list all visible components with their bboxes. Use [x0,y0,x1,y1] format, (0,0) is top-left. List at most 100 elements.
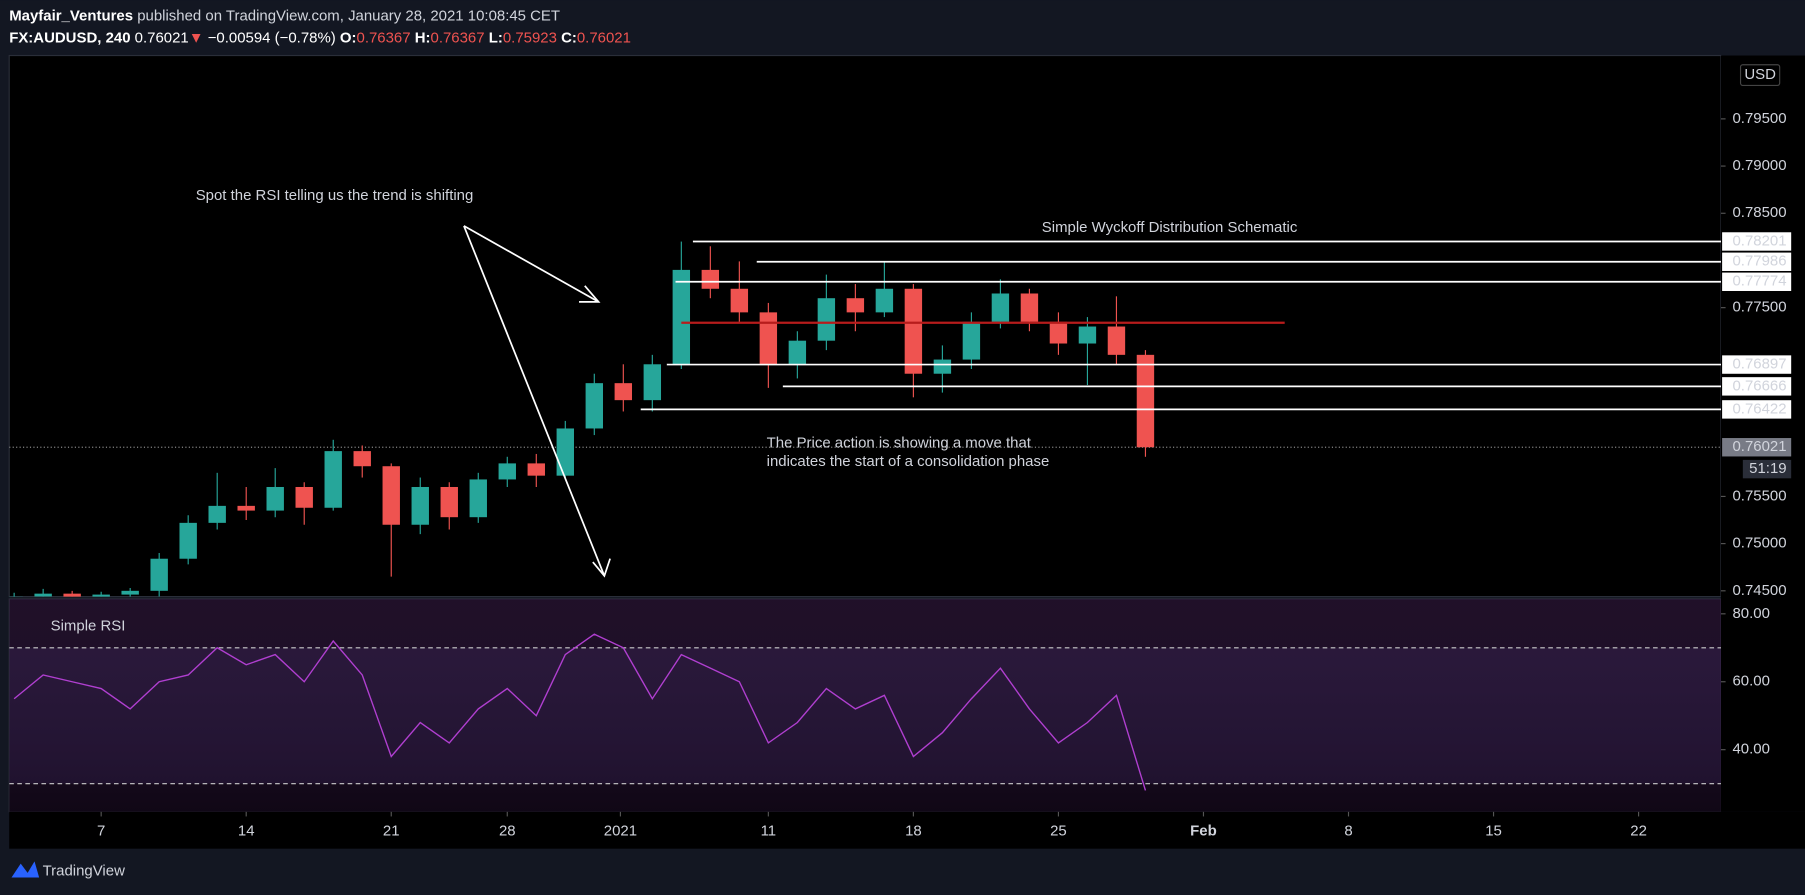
symbol: FX:AUDUSD, 240 [9,29,130,46]
logo [11,861,40,878]
candle-body [701,269,720,289]
candle-body [237,505,255,511]
price-pane [8,54,1722,598]
high: 0.76367 [431,29,485,46]
annotation: The Price action is showing a move that [767,434,1032,451]
candle-body [179,522,197,559]
currency: USD [1744,66,1776,83]
y-tick-label: 80.00 [1732,605,1769,622]
candle-body [991,293,1010,322]
candle-body [527,463,545,476]
candle-body [614,383,633,401]
x-tick-label: Feb [1190,822,1217,839]
rsi-line [13,633,1147,791]
last-price-label: 0.76021 [1732,438,1786,455]
candle-body [440,486,458,518]
candle-body [556,428,574,476]
x-tick-label: 11 [761,822,777,839]
candle-body [324,451,342,508]
level-label: 0.77986 [1732,253,1786,270]
candle-body [585,383,604,429]
y-tick-label: 0.78500 [1732,204,1786,221]
brand: TradingView [43,863,125,880]
candle-body [411,486,429,525]
candle-body [353,451,371,467]
time-scale [9,811,1805,849]
header-line-2: FX:AUDUSD, 240 0.76021▼ −0.00594 (−0.78%… [9,29,631,46]
low-label: L: [489,29,503,46]
y-tick-label: 0.75000 [1732,535,1786,552]
high-label: H: [415,29,431,46]
candle-body [1107,326,1126,355]
open: 0.76367 [357,29,411,46]
change: −0.00594 (−0.78%) [208,29,336,46]
candle-body [1078,326,1097,344]
header-line-1: Mayfair_Ventures published on TradingVie… [9,7,560,24]
x-tick-label: 8 [1344,822,1352,839]
x-tick-label: 28 [499,822,516,839]
close: 0.76021 [577,29,631,46]
x-tick-label: 2021 [604,822,637,839]
candle-body [1136,354,1155,448]
candle-body [875,288,894,313]
author: Mayfair_Ventures [9,7,133,24]
axes: 7 14 21 28 2021 11 18 25 Feb 8 15 22 0.74500 0.75000 0… [97,110,1792,839]
y-tick-label: 0.74500 [1732,582,1786,599]
level-label-box [1722,252,1792,271]
countdown: 51:19 [1749,460,1786,477]
arrow-head [592,558,611,578]
countdown-box [1742,459,1792,479]
arrow [463,225,600,303]
level-label-box [1722,272,1792,291]
y-tick-label: 60.00 [1732,673,1769,690]
candle-body [759,312,778,365]
y-tick-label: 0.79500 [1732,110,1786,127]
candle-body [1020,293,1039,322]
candle-body [295,486,313,508]
arrow-head [579,285,601,303]
candle-body [121,590,139,595]
candle-body [788,340,807,365]
x-tick-label: 21 [383,822,400,839]
direction: ▼ [189,29,204,46]
candle-body [933,359,952,374]
close-label: C: [561,29,577,46]
annotation: Simple Wyckoff Distribution Schematic [1042,219,1298,236]
price: 0.76021 [135,29,189,46]
candle-body [817,298,836,341]
annotation: indicates the start of a consolidation p… [767,453,1050,470]
x-tick-label: 7 [97,822,105,839]
candle-body [643,364,662,401]
candle-body [382,466,400,525]
x-tick-label: 22 [1630,822,1647,839]
published: published on TradingView.com, January 28… [137,7,560,24]
rsi-layer [9,598,1721,812]
level-label: 0.77774 [1732,273,1786,290]
annotation: Spot the RSI telling us the trend is shi… [196,187,474,204]
level-label: 0.76422 [1732,400,1786,417]
candle-body [266,486,284,511]
y-tick-label: 0.75500 [1732,487,1786,504]
rsi-background [9,598,1721,812]
price-layer [9,241,1721,597]
y-tick-label: 0.77500 [1732,299,1786,316]
candle-body [92,594,110,597]
candle-body [208,505,226,523]
level-label-box [1722,377,1792,396]
y-tick-label: 40.00 [1732,741,1769,758]
candle-body [469,479,487,518]
rsi-title: Simple RSI [51,617,126,634]
level-label-box [1722,232,1792,251]
x-tick-label: 14 [238,822,255,839]
level-label: 0.76897 [1732,356,1786,373]
arrow [463,225,606,577]
candle-body [498,463,516,480]
x-tick-label: 18 [905,822,922,839]
last-price-box [1722,438,1792,457]
candle-body [672,269,691,365]
x-tick-label: 25 [1050,822,1067,839]
candle-body [34,593,52,597]
currency-box [1739,64,1781,87]
rsi-band-fill [9,647,1721,784]
